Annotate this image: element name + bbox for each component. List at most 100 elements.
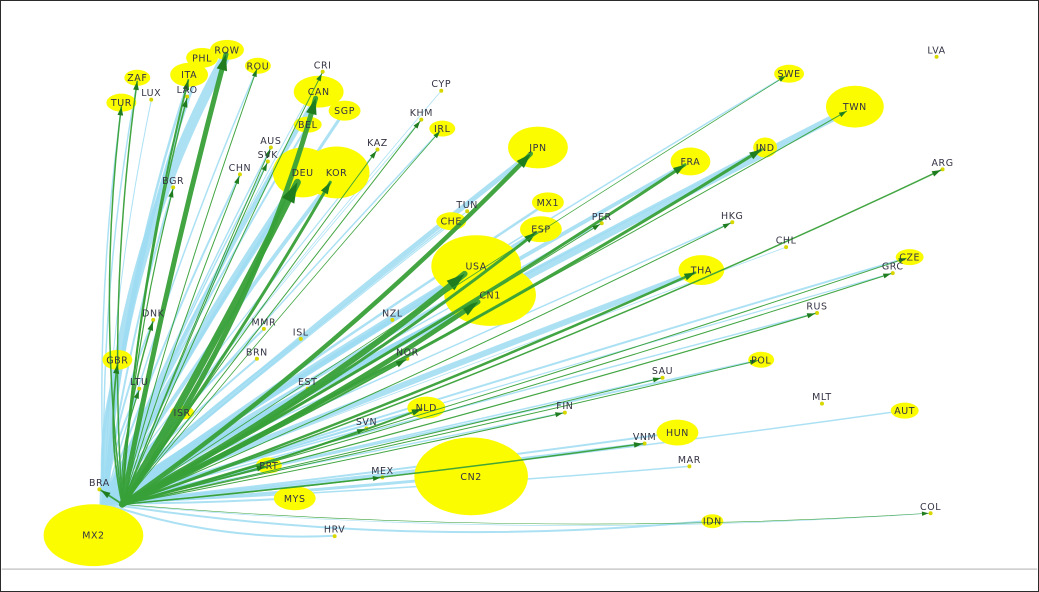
node-SGP[interactable]: [328, 100, 361, 121]
node-MMR-dot[interactable]: [261, 326, 266, 331]
node-CAN[interactable]: [293, 75, 344, 108]
node-ZAF[interactable]: [124, 69, 151, 86]
node-PER-dot[interactable]: [599, 221, 604, 226]
node-IDN[interactable]: [701, 514, 724, 529]
node-AUS[interactable]: [268, 145, 273, 150]
node-SAU-dot[interactable]: [660, 375, 665, 380]
node-NZL-dot[interactable]: [390, 317, 395, 322]
node-IRL-circle[interactable]: [429, 120, 456, 137]
node-CRI-dot[interactable]: [320, 69, 325, 74]
node-RUS-dot[interactable]: [814, 310, 819, 315]
node-TUR-circle[interactable]: [106, 93, 137, 112]
node-CRI[interactable]: [320, 69, 325, 74]
node-LTU-dot[interactable]: [137, 386, 142, 391]
node-BGR[interactable]: [171, 185, 176, 190]
node-GRC-dot[interactable]: [890, 271, 895, 276]
node-ITA[interactable]: [170, 62, 209, 87]
node-HKG[interactable]: [730, 220, 735, 225]
node-CYP[interactable]: [439, 88, 444, 93]
node-COL[interactable]: [928, 511, 933, 516]
node-THA-circle[interactable]: [678, 255, 725, 286]
node-VNM-dot[interactable]: [642, 441, 647, 446]
node-KOR-circle[interactable]: [303, 146, 370, 199]
node-MYS[interactable]: [273, 486, 316, 511]
node-CHL-dot[interactable]: [784, 245, 789, 250]
node-KOR[interactable]: [303, 146, 370, 199]
node-CN2-circle[interactable]: [414, 437, 528, 516]
node-AUS-dot[interactable]: [268, 145, 273, 150]
node-ISL[interactable]: [298, 336, 303, 341]
node-LVA-dot[interactable]: [934, 54, 939, 59]
node-LAO-dot[interactable]: [185, 94, 190, 99]
node-TWN[interactable]: [825, 85, 884, 128]
node-MMR[interactable]: [261, 326, 266, 331]
node-POL[interactable]: [748, 351, 775, 368]
node-ISL-dot[interactable]: [298, 336, 303, 341]
node-MLT-dot[interactable]: [819, 401, 824, 406]
node-NLD[interactable]: [407, 396, 446, 419]
node-BGR-dot[interactable]: [171, 185, 176, 190]
node-BRN[interactable]: [254, 356, 259, 361]
node-NLD-circle[interactable]: [407, 396, 446, 419]
node-ZAF-circle[interactable]: [124, 69, 151, 86]
node-BRN-dot[interactable]: [254, 356, 259, 361]
node-KHM[interactable]: [419, 117, 424, 122]
node-HRV-dot[interactable]: [332, 534, 337, 539]
node-MYS-circle[interactable]: [273, 486, 316, 511]
node-DNK-dot[interactable]: [151, 317, 156, 322]
node-ROU[interactable]: [244, 57, 271, 74]
node-PHL-circle[interactable]: [186, 47, 219, 68]
node-MAR[interactable]: [687, 464, 692, 469]
node-TWN-circle[interactable]: [825, 85, 884, 128]
node-AUT[interactable]: [890, 402, 919, 419]
node-KAZ-dot[interactable]: [375, 147, 380, 152]
node-HKG-dot[interactable]: [730, 220, 735, 225]
node-MX2[interactable]: [43, 504, 144, 567]
node-LUX-dot[interactable]: [149, 97, 154, 102]
node-POL-circle[interactable]: [748, 351, 775, 368]
node-ITA-circle[interactable]: [170, 62, 209, 87]
node-CAN-circle[interactable]: [293, 75, 344, 108]
node-THA[interactable]: [678, 255, 725, 286]
node-LTU[interactable]: [137, 386, 142, 391]
node-TUN-dot[interactable]: [465, 209, 470, 214]
node-LUX[interactable]: [149, 97, 154, 102]
node-PHL[interactable]: [186, 47, 219, 68]
node-COL-dot[interactable]: [928, 511, 933, 516]
node-SVK[interactable]: [265, 159, 270, 164]
node-MX1-circle[interactable]: [531, 192, 564, 213]
node-IRL[interactable]: [429, 120, 456, 137]
node-FIN[interactable]: [562, 410, 567, 415]
node-CN2[interactable]: [414, 437, 528, 516]
node-KHM-dot[interactable]: [419, 117, 424, 122]
node-CHL[interactable]: [784, 245, 789, 250]
node-TUN[interactable]: [465, 209, 470, 214]
node-CHN[interactable]: [237, 172, 242, 177]
node-HRV[interactable]: [332, 534, 337, 539]
node-GRC[interactable]: [890, 271, 895, 276]
node-MLT[interactable]: [819, 401, 824, 406]
node-NZL[interactable]: [390, 317, 395, 322]
node-HUN[interactable]: [656, 419, 699, 446]
node-IDN-circle[interactable]: [701, 514, 724, 529]
node-CYP-dot[interactable]: [439, 88, 444, 93]
node-KAZ[interactable]: [375, 147, 380, 152]
node-CHN-dot[interactable]: [237, 172, 242, 177]
node-ARG-dot[interactable]: [940, 167, 945, 172]
node-SAU[interactable]: [660, 375, 665, 380]
node-SGP-circle[interactable]: [328, 100, 361, 121]
node-ROW-circle[interactable]: [210, 39, 244, 60]
node-MX1[interactable]: [531, 192, 564, 213]
node-ROU-circle[interactable]: [244, 57, 271, 74]
node-LVA[interactable]: [934, 54, 939, 59]
node-VNM[interactable]: [642, 441, 647, 446]
node-DNK[interactable]: [151, 317, 156, 322]
node-ROW[interactable]: [210, 39, 244, 60]
node-HUN-circle[interactable]: [656, 419, 699, 446]
node-CZE-circle[interactable]: [895, 249, 924, 266]
node-FIN-dot[interactable]: [562, 410, 567, 415]
node-TUR[interactable]: [106, 93, 137, 112]
node-CZE[interactable]: [895, 249, 924, 266]
node-PER[interactable]: [599, 221, 604, 226]
node-AUT-circle[interactable]: [890, 402, 919, 419]
